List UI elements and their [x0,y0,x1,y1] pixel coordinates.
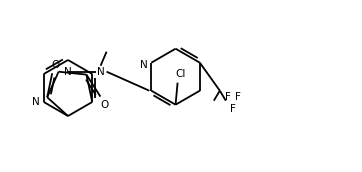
Text: N: N [64,67,71,77]
Text: N: N [140,60,148,70]
Text: N: N [97,67,105,77]
Text: F: F [225,92,231,102]
Text: O: O [51,60,59,70]
Text: F: F [230,104,236,114]
Text: F: F [235,92,241,102]
Text: N: N [32,97,39,107]
Text: O: O [100,100,109,110]
Text: Cl: Cl [176,69,186,79]
